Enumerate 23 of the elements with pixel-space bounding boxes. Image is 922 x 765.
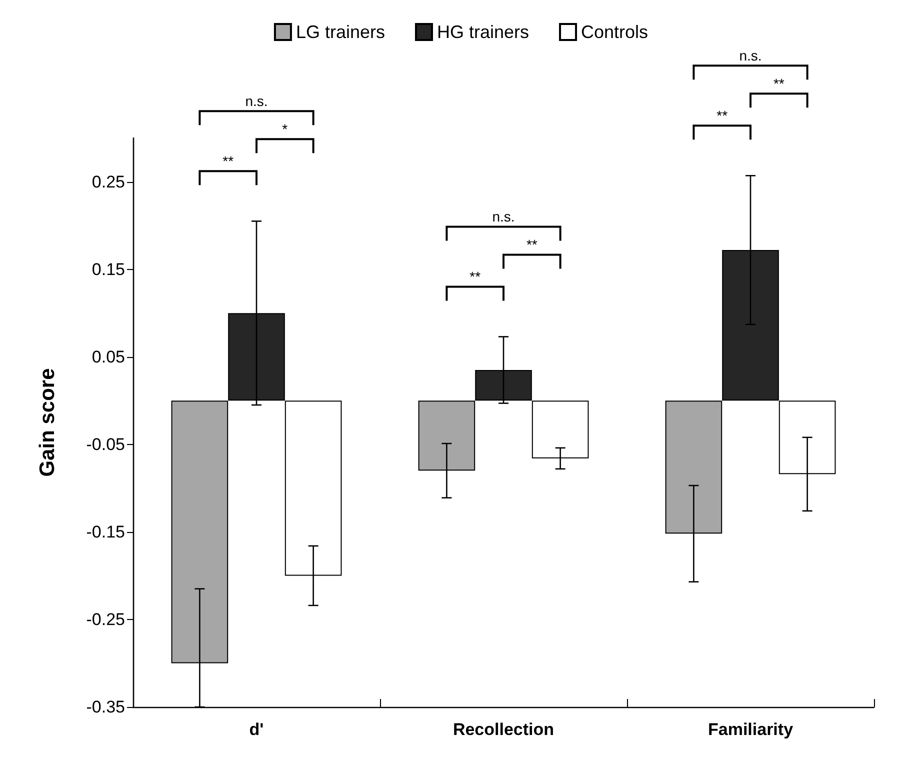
text: **	[773, 76, 785, 92]
text: **	[716, 108, 728, 124]
y-tick-label: -0.25	[86, 610, 125, 629]
legend-label: Controls	[581, 22, 648, 42]
x-tick-label: Familiarity	[708, 720, 794, 739]
text: n.s.	[739, 48, 762, 64]
y-tick-label: -0.15	[86, 522, 125, 542]
annotation: **	[222, 153, 234, 170]
annotation: n.s.	[492, 208, 515, 225]
annotation: **	[470, 268, 482, 285]
annotation: **	[526, 236, 538, 253]
text: n.s.	[245, 93, 268, 110]
y-tick-label: 0.05	[92, 347, 125, 366]
text: *	[282, 121, 288, 138]
y-axis-title: Gain score	[36, 368, 59, 477]
legend-label: LG trainers	[296, 22, 386, 42]
y-tick-label: 0.15	[92, 260, 125, 279]
x-tick-label: d'	[249, 720, 264, 739]
x-tick-label: Recollection	[452, 720, 554, 739]
legend-label: HG trainers	[436, 22, 530, 42]
y-tick-label: 0.25	[92, 172, 125, 192]
y-tick-label: -0.35	[86, 698, 125, 716]
y-tick-label: -0.05	[86, 434, 125, 454]
